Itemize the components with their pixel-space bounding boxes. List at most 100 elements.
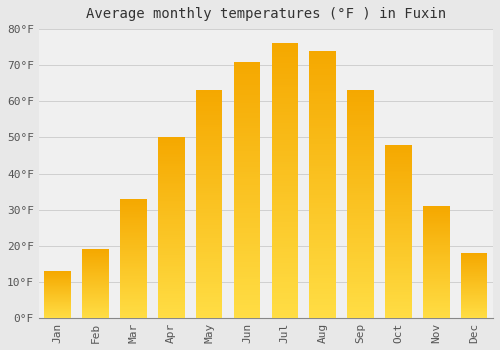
Bar [158,201,184,202]
Bar [461,268,487,269]
Bar [44,295,71,296]
Bar [82,281,109,282]
Bar [234,169,260,172]
Bar [423,236,450,237]
Bar [82,295,109,296]
Bar [234,264,260,267]
Bar [196,136,222,138]
Bar [310,176,336,179]
Bar [158,249,184,251]
Bar [310,275,336,278]
Bar [348,275,374,277]
Bar [120,278,146,279]
Bar [272,214,298,216]
Bar [272,296,298,299]
Bar [461,280,487,281]
Bar [385,160,411,162]
Bar [272,55,298,57]
Bar [120,313,146,314]
Bar [385,179,411,181]
Bar [44,306,71,307]
Bar [158,208,184,210]
Bar [461,257,487,258]
Bar [385,252,411,254]
Bar [348,175,374,177]
Bar [82,257,109,258]
Bar [196,190,222,193]
Bar [348,213,374,216]
Bar [158,280,184,282]
Bar [158,137,184,139]
Bar [423,312,450,314]
Bar [423,298,450,299]
Bar [348,104,374,106]
Bar [158,255,184,257]
Bar [348,209,374,211]
Bar [196,138,222,140]
Bar [196,125,222,127]
Bar [234,292,260,295]
Bar [158,296,184,298]
Bar [158,240,184,242]
Bar [196,108,222,111]
Bar [120,276,146,278]
Bar [423,273,450,274]
Bar [310,267,336,270]
Bar [272,65,298,68]
Bar [234,105,260,108]
Bar [423,219,450,220]
Bar [158,314,184,316]
Bar [272,277,298,280]
Bar [272,98,298,101]
Bar [158,289,184,291]
Bar [158,174,184,175]
Bar [310,283,336,286]
Bar [120,284,146,285]
Bar [82,256,109,257]
Bar [82,311,109,312]
Bar [310,192,336,195]
Bar [385,295,411,297]
Bar [461,260,487,261]
Bar [44,283,71,284]
Bar [158,269,184,271]
Bar [158,222,184,224]
Bar [196,116,222,118]
Bar [272,142,298,145]
Bar [461,277,487,278]
Bar [120,263,146,264]
Bar [461,287,487,288]
Bar [272,52,298,55]
Bar [348,238,374,240]
Bar [272,186,298,189]
Bar [82,288,109,289]
Bar [82,253,109,254]
Bar [158,311,184,313]
Bar [44,316,71,317]
Bar [348,129,374,131]
Bar [385,150,411,152]
Bar [348,243,374,245]
Bar [272,290,298,293]
Bar [423,295,450,297]
Bar [272,173,298,175]
Bar [348,102,374,104]
Bar [158,204,184,206]
Bar [196,179,222,181]
Bar [120,255,146,256]
Bar [348,166,374,168]
Bar [348,250,374,252]
Bar [196,220,222,222]
Bar [196,181,222,184]
Bar [272,74,298,76]
Bar [348,193,374,195]
Bar [120,206,146,207]
Bar [196,234,222,236]
Bar [44,293,71,294]
Bar [158,271,184,273]
Bar [385,207,411,209]
Bar [82,294,109,295]
Bar [423,271,450,272]
Bar [158,237,184,238]
Bar [120,246,146,248]
